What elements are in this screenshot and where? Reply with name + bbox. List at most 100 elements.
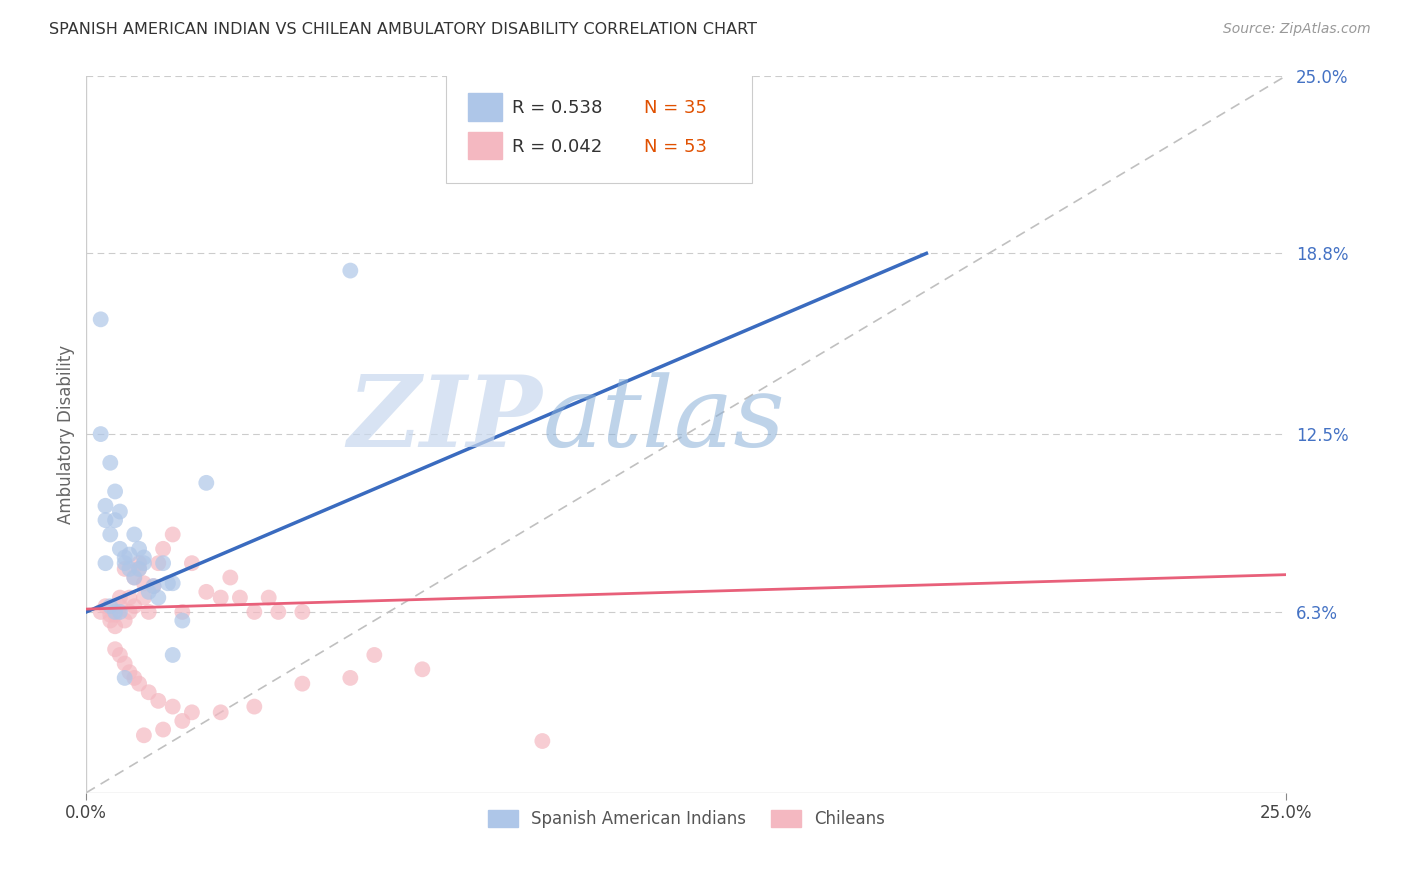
Point bbox=[219, 570, 242, 584]
Point bbox=[128, 556, 150, 570]
Point bbox=[148, 694, 170, 708]
Point bbox=[114, 556, 136, 570]
Point bbox=[118, 665, 141, 680]
Point bbox=[148, 556, 170, 570]
Point bbox=[132, 550, 155, 565]
Point bbox=[172, 605, 194, 619]
Point bbox=[94, 556, 117, 570]
Point bbox=[132, 556, 155, 570]
Point bbox=[257, 591, 280, 605]
Point bbox=[339, 671, 361, 685]
Point bbox=[108, 591, 131, 605]
Point bbox=[132, 591, 155, 605]
Text: N = 53: N = 53 bbox=[644, 138, 707, 156]
Point bbox=[118, 548, 141, 562]
Point bbox=[124, 599, 146, 614]
Point bbox=[209, 706, 232, 720]
Point bbox=[229, 591, 252, 605]
Point bbox=[94, 513, 117, 527]
Point bbox=[108, 648, 131, 662]
Point bbox=[98, 456, 121, 470]
Point bbox=[90, 605, 112, 619]
Point bbox=[114, 550, 136, 565]
Point bbox=[128, 676, 150, 690]
Text: N = 35: N = 35 bbox=[644, 99, 707, 117]
Point bbox=[114, 657, 136, 671]
Point bbox=[124, 527, 146, 541]
Point bbox=[162, 648, 184, 662]
Point bbox=[132, 576, 155, 591]
Point bbox=[98, 527, 121, 541]
Point bbox=[124, 671, 146, 685]
Text: ZIP: ZIP bbox=[347, 371, 543, 468]
Point bbox=[118, 562, 141, 576]
Point bbox=[531, 734, 554, 748]
Point bbox=[138, 585, 160, 599]
Point bbox=[138, 605, 160, 619]
Point bbox=[104, 605, 127, 619]
Point bbox=[180, 706, 202, 720]
Point bbox=[195, 585, 218, 599]
Point bbox=[267, 605, 290, 619]
Point bbox=[291, 605, 314, 619]
Point bbox=[128, 562, 150, 576]
Point bbox=[209, 591, 232, 605]
Y-axis label: Ambulatory Disability: Ambulatory Disability bbox=[58, 344, 75, 524]
Legend: Spanish American Indians, Chileans: Spanish American Indians, Chileans bbox=[481, 803, 891, 835]
Point bbox=[243, 699, 266, 714]
Point bbox=[152, 541, 174, 556]
Point bbox=[152, 556, 174, 570]
Point bbox=[363, 648, 385, 662]
Point bbox=[142, 579, 165, 593]
Point bbox=[104, 607, 127, 622]
Point bbox=[90, 312, 112, 326]
Point bbox=[339, 263, 361, 277]
Point bbox=[104, 619, 127, 633]
Point bbox=[162, 527, 184, 541]
Point bbox=[162, 576, 184, 591]
Point bbox=[118, 591, 141, 605]
Point bbox=[128, 541, 150, 556]
Point bbox=[114, 562, 136, 576]
Point bbox=[152, 723, 174, 737]
Point bbox=[162, 699, 184, 714]
Point bbox=[124, 570, 146, 584]
Text: R = 0.538: R = 0.538 bbox=[512, 99, 603, 117]
Point bbox=[291, 676, 314, 690]
Point bbox=[90, 427, 112, 442]
Point bbox=[104, 642, 127, 657]
Text: SPANISH AMERICAN INDIAN VS CHILEAN AMBULATORY DISABILITY CORRELATION CHART: SPANISH AMERICAN INDIAN VS CHILEAN AMBUL… bbox=[49, 22, 758, 37]
Point bbox=[148, 591, 170, 605]
Point bbox=[98, 599, 121, 614]
Point bbox=[142, 579, 165, 593]
Text: atlas: atlas bbox=[543, 372, 785, 467]
Point bbox=[114, 614, 136, 628]
Point bbox=[243, 605, 266, 619]
Point bbox=[94, 499, 117, 513]
Bar bbox=[468, 132, 502, 160]
Point bbox=[128, 562, 150, 576]
Point bbox=[108, 541, 131, 556]
Point bbox=[172, 714, 194, 728]
Point bbox=[195, 475, 218, 490]
FancyBboxPatch shape bbox=[446, 72, 752, 183]
Point bbox=[104, 484, 127, 499]
Point bbox=[104, 513, 127, 527]
Point bbox=[108, 599, 131, 614]
Bar bbox=[468, 94, 502, 120]
Point bbox=[98, 607, 121, 622]
Point bbox=[180, 556, 202, 570]
Point bbox=[124, 570, 146, 584]
Point bbox=[98, 614, 121, 628]
Point bbox=[114, 671, 136, 685]
Point bbox=[108, 504, 131, 518]
Point bbox=[156, 576, 179, 591]
Point bbox=[138, 685, 160, 699]
Point bbox=[411, 662, 433, 676]
Point bbox=[108, 605, 131, 619]
Point bbox=[118, 605, 141, 619]
Point bbox=[172, 614, 194, 628]
Text: R = 0.042: R = 0.042 bbox=[512, 138, 603, 156]
Point bbox=[94, 599, 117, 614]
Text: Source: ZipAtlas.com: Source: ZipAtlas.com bbox=[1223, 22, 1371, 37]
